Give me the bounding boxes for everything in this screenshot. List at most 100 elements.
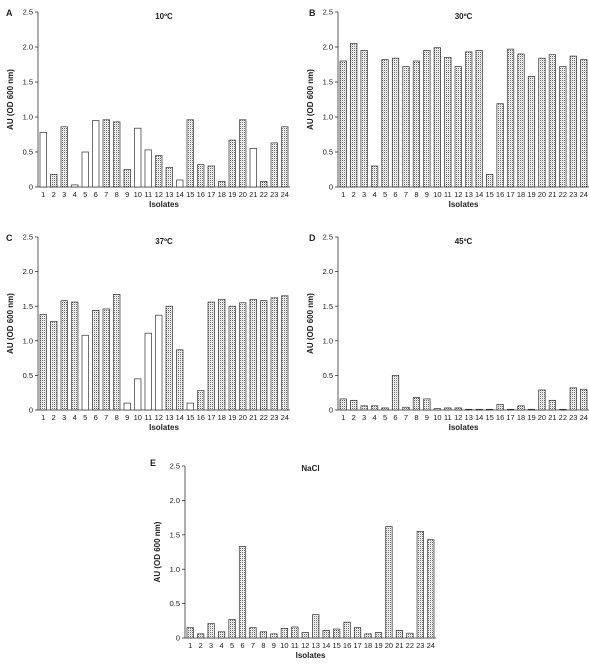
bar-isolate-11 [444, 407, 452, 411]
x-tick-label: 1 [341, 190, 345, 199]
x-axis-title: Isolates [149, 423, 179, 432]
x-tick-label: 22 [406, 641, 414, 650]
x-tick-label: 23 [569, 190, 577, 199]
y-tick-label: 2.5 [323, 233, 333, 242]
x-tick-label: 24 [580, 190, 588, 199]
x-tick-label: 21 [548, 413, 556, 422]
x-tick-label: 22 [559, 413, 567, 422]
bar-isolate-1 [186, 627, 194, 639]
y-tick-label: 0.5 [23, 148, 33, 157]
x-tick-label: 4 [373, 190, 377, 199]
bar-isolate-23 [270, 142, 278, 188]
x-tick-label: 18 [218, 413, 226, 422]
y-tick-label: 0 [29, 406, 33, 415]
x-tick-label: 16 [496, 190, 504, 199]
bar-isolate-24 [281, 126, 289, 188]
x-tick-label: 18 [517, 190, 525, 199]
x-tick-label: 9 [425, 190, 429, 199]
x-tick-label: 23 [270, 413, 278, 422]
panel-title: NaCl [301, 464, 319, 473]
x-tick-label: 15 [485, 190, 493, 199]
y-tick-label: 1.0 [170, 565, 180, 574]
y-tick-label: 2.5 [323, 8, 333, 17]
x-tick-label: 21 [395, 641, 403, 650]
bar-isolate-24 [281, 295, 289, 411]
bar-isolate-5 [81, 334, 89, 411]
x-axis-title: Isolates [296, 651, 326, 660]
y-axis-title: AU (OD 600 nm) [6, 69, 15, 130]
bar-isolate-17 [207, 165, 215, 188]
y-axis-title: AU (OD 600 nm) [6, 293, 15, 354]
bar-isolate-10 [433, 47, 441, 188]
y-tick-label: 0.5 [170, 599, 180, 608]
bar-isolate-10 [134, 127, 142, 188]
bar-isolate-21 [548, 54, 556, 188]
bar-isolate-19 [374, 632, 383, 639]
bar-isolate-1 [39, 132, 47, 188]
y-tick-label: 1.5 [323, 302, 333, 311]
bar-isolate-6 [92, 120, 100, 188]
bar-isolate-21 [548, 399, 556, 411]
x-tick-label: 16 [343, 641, 351, 650]
x-tick-label: 2 [199, 641, 203, 650]
panel-letter: E [150, 458, 156, 468]
x-tick-label: 10 [134, 190, 142, 199]
x-tick-label: 21 [548, 190, 556, 199]
x-tick-label: 24 [580, 413, 588, 422]
bar-isolate-14 [176, 179, 184, 188]
y-tick-label: 0 [329, 406, 333, 415]
y-tick-label: 0 [176, 634, 180, 643]
y-tick-label: 1.5 [23, 78, 33, 87]
bar-isolate-23 [569, 55, 577, 188]
bar-isolate-13 [465, 408, 473, 411]
bar-isolate-6 [391, 57, 400, 188]
bar-isolate-16 [496, 404, 504, 411]
x-tick-label: 6 [94, 190, 98, 199]
bar-isolate-2 [350, 43, 358, 188]
bar-isolate-14 [176, 349, 184, 411]
x-tick-label: 20 [538, 413, 546, 422]
y-tick-label: 2.0 [323, 43, 333, 52]
x-tick-label: 24 [281, 190, 289, 199]
bar-isolate-17 [506, 408, 515, 411]
bar-isolate-15 [186, 119, 194, 188]
panel-title: 37ºC [155, 237, 173, 246]
x-tick-label: 7 [251, 641, 255, 650]
bar-isolate-11 [144, 332, 152, 411]
x-tick-label: 10 [280, 641, 288, 650]
x-tick-label: 12 [454, 190, 462, 199]
bar-isolate-19 [228, 305, 236, 411]
x-tick-label: 22 [559, 190, 567, 199]
bar-isolate-12 [454, 66, 462, 188]
bar-isolate-1 [339, 60, 347, 188]
bar-isolate-13 [165, 167, 173, 188]
x-tick-label: 4 [73, 413, 77, 422]
x-tick-label: 24 [281, 413, 289, 422]
bar-isolate-20 [538, 389, 546, 411]
bar-isolate-7 [402, 66, 410, 188]
x-tick-label: 8 [414, 413, 418, 422]
bar-isolate-9 [423, 398, 431, 411]
bar-isolate-14 [475, 50, 483, 188]
bar-isolate-7 [249, 627, 257, 639]
panel-letter: B [309, 8, 316, 18]
x-tick-label: 9 [125, 413, 129, 422]
bar-isolate-24 [580, 388, 588, 411]
x-tick-label: 24 [427, 641, 435, 650]
x-tick-label: 14 [176, 413, 184, 422]
x-tick-label: 3 [209, 641, 213, 650]
bar-isolate-20 [239, 119, 247, 188]
x-tick-label: 3 [362, 190, 366, 199]
x-tick-label: 19 [228, 190, 236, 199]
bar-isolate-9 [123, 169, 131, 188]
bar-isolate-12 [301, 632, 309, 639]
x-tick-label: 1 [41, 413, 45, 422]
y-tick-label: 2.0 [170, 496, 180, 505]
x-tick-label: 12 [155, 190, 163, 199]
bar-isolate-20 [239, 302, 247, 411]
bar-isolate-20 [538, 57, 546, 188]
bar-isolate-2 [50, 174, 58, 188]
bar-isolate-22 [260, 181, 268, 188]
